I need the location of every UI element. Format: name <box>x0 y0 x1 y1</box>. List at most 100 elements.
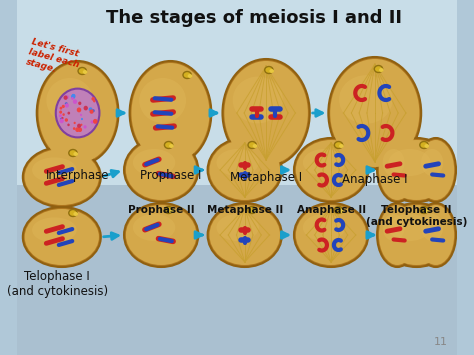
Text: 11: 11 <box>434 337 448 347</box>
Ellipse shape <box>330 59 419 167</box>
Ellipse shape <box>208 138 282 202</box>
Text: The stages of meiosis I and II: The stages of meiosis I and II <box>106 9 402 27</box>
Ellipse shape <box>25 149 99 205</box>
Circle shape <box>73 127 75 130</box>
Ellipse shape <box>253 144 257 148</box>
Circle shape <box>81 124 82 126</box>
Ellipse shape <box>217 149 259 176</box>
Ellipse shape <box>424 209 429 213</box>
Circle shape <box>91 97 95 101</box>
Circle shape <box>81 118 83 120</box>
Ellipse shape <box>339 75 392 124</box>
Ellipse shape <box>418 205 454 265</box>
Circle shape <box>67 111 70 115</box>
Ellipse shape <box>381 205 452 265</box>
Ellipse shape <box>73 152 78 156</box>
Ellipse shape <box>294 203 368 267</box>
Circle shape <box>62 105 65 108</box>
Circle shape <box>73 99 77 104</box>
Circle shape <box>59 114 62 118</box>
Circle shape <box>67 124 70 126</box>
Text: Telophase II
(and cytokinesis): Telophase II (and cytokinesis) <box>366 205 467 226</box>
Ellipse shape <box>126 140 196 200</box>
Circle shape <box>93 121 95 124</box>
Ellipse shape <box>383 149 405 176</box>
Circle shape <box>65 118 68 122</box>
Circle shape <box>59 119 64 123</box>
Circle shape <box>65 95 69 99</box>
Ellipse shape <box>224 61 308 165</box>
Ellipse shape <box>164 142 173 148</box>
Ellipse shape <box>303 214 345 241</box>
Circle shape <box>60 106 63 110</box>
Ellipse shape <box>269 69 274 73</box>
Circle shape <box>63 113 65 116</box>
Ellipse shape <box>82 70 87 74</box>
Ellipse shape <box>69 209 77 217</box>
Ellipse shape <box>38 63 117 163</box>
Circle shape <box>91 120 93 124</box>
Circle shape <box>73 122 76 124</box>
Ellipse shape <box>210 205 280 265</box>
Circle shape <box>71 95 75 99</box>
Ellipse shape <box>248 142 256 148</box>
Ellipse shape <box>421 149 443 176</box>
Text: Anaphase I: Anaphase I <box>342 173 408 186</box>
Ellipse shape <box>139 78 186 123</box>
Ellipse shape <box>23 207 101 267</box>
Ellipse shape <box>23 147 101 207</box>
Ellipse shape <box>124 203 198 267</box>
Circle shape <box>71 97 74 100</box>
Ellipse shape <box>188 74 192 78</box>
Ellipse shape <box>78 67 86 75</box>
Text: Metaphase II: Metaphase II <box>207 205 283 215</box>
Ellipse shape <box>248 207 256 213</box>
Ellipse shape <box>416 203 456 267</box>
Ellipse shape <box>126 205 196 265</box>
Ellipse shape <box>73 212 78 216</box>
Ellipse shape <box>210 140 280 200</box>
Ellipse shape <box>334 142 343 148</box>
Circle shape <box>71 94 75 98</box>
Circle shape <box>78 102 82 105</box>
Ellipse shape <box>424 144 429 148</box>
Ellipse shape <box>379 203 454 267</box>
Ellipse shape <box>377 203 418 267</box>
Ellipse shape <box>183 71 191 78</box>
Ellipse shape <box>32 217 77 242</box>
Circle shape <box>62 117 64 119</box>
Ellipse shape <box>169 209 173 213</box>
Ellipse shape <box>32 157 77 182</box>
Circle shape <box>77 124 81 128</box>
Circle shape <box>78 127 82 132</box>
Circle shape <box>90 109 93 114</box>
Text: Telophase I
(and cytokinesis): Telophase I (and cytokinesis) <box>7 270 108 298</box>
Circle shape <box>83 125 87 129</box>
Ellipse shape <box>169 144 173 148</box>
Text: Interphase: Interphase <box>46 169 109 182</box>
Ellipse shape <box>129 61 211 165</box>
Ellipse shape <box>131 63 210 163</box>
Circle shape <box>77 108 81 112</box>
Ellipse shape <box>379 68 383 72</box>
Ellipse shape <box>388 214 431 241</box>
Circle shape <box>65 102 68 105</box>
Ellipse shape <box>420 207 428 213</box>
Text: Metaphase I: Metaphase I <box>230 171 302 184</box>
Text: Prophase I: Prophase I <box>140 169 201 182</box>
Ellipse shape <box>334 207 343 213</box>
Ellipse shape <box>418 140 454 200</box>
Ellipse shape <box>381 140 452 200</box>
Ellipse shape <box>296 140 366 200</box>
Ellipse shape <box>253 209 257 213</box>
Ellipse shape <box>56 89 100 137</box>
Ellipse shape <box>294 138 368 202</box>
Ellipse shape <box>421 214 443 241</box>
Ellipse shape <box>379 140 416 200</box>
Ellipse shape <box>296 205 366 265</box>
Ellipse shape <box>339 144 344 148</box>
Circle shape <box>72 94 75 97</box>
Ellipse shape <box>133 214 175 241</box>
Ellipse shape <box>377 138 418 202</box>
Ellipse shape <box>222 59 310 167</box>
